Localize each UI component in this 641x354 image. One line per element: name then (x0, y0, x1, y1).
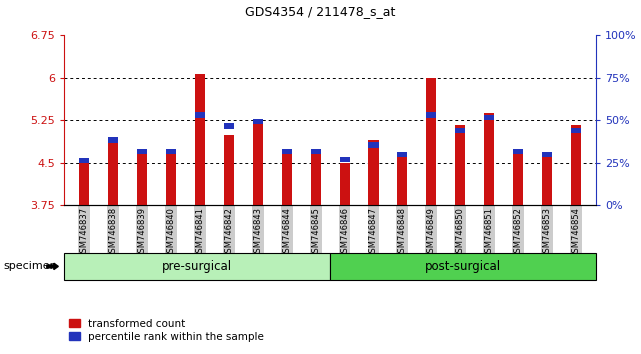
Bar (166, 149, 176, 154)
Bar (253, 119, 263, 124)
Bar (195, 112, 205, 118)
Bar (79, 163, 89, 205)
Bar (311, 152, 320, 205)
Bar (571, 125, 581, 205)
Bar (571, 128, 581, 133)
Bar (397, 154, 408, 205)
Bar (513, 152, 523, 205)
Bar (455, 128, 465, 133)
Bar (542, 154, 552, 205)
Bar (369, 140, 379, 205)
Text: pre-surgical: pre-surgical (162, 260, 232, 273)
Bar (137, 150, 147, 205)
Bar (108, 140, 119, 205)
Bar (340, 156, 349, 162)
Bar (195, 74, 205, 205)
Bar (224, 135, 234, 205)
Bar (79, 158, 89, 164)
Bar (542, 152, 552, 157)
Bar (281, 149, 292, 154)
Bar (137, 149, 147, 154)
Text: specimen: specimen (3, 261, 57, 272)
Bar (426, 112, 437, 118)
Bar (484, 113, 494, 205)
Text: post-surgical: post-surgical (425, 260, 501, 273)
Bar (253, 119, 263, 205)
Bar (340, 163, 349, 205)
Bar (311, 149, 320, 154)
Text: GDS4354 / 211478_s_at: GDS4354 / 211478_s_at (246, 5, 395, 18)
Bar (455, 125, 465, 205)
Bar (224, 123, 234, 129)
Bar (397, 152, 408, 157)
Bar (426, 79, 437, 205)
Bar (281, 152, 292, 205)
Bar (369, 142, 379, 148)
Bar (108, 137, 119, 143)
Legend: transformed count, percentile rank within the sample: transformed count, percentile rank withi… (69, 319, 264, 342)
Bar (166, 152, 176, 205)
Bar (484, 115, 494, 120)
Bar (513, 149, 523, 154)
